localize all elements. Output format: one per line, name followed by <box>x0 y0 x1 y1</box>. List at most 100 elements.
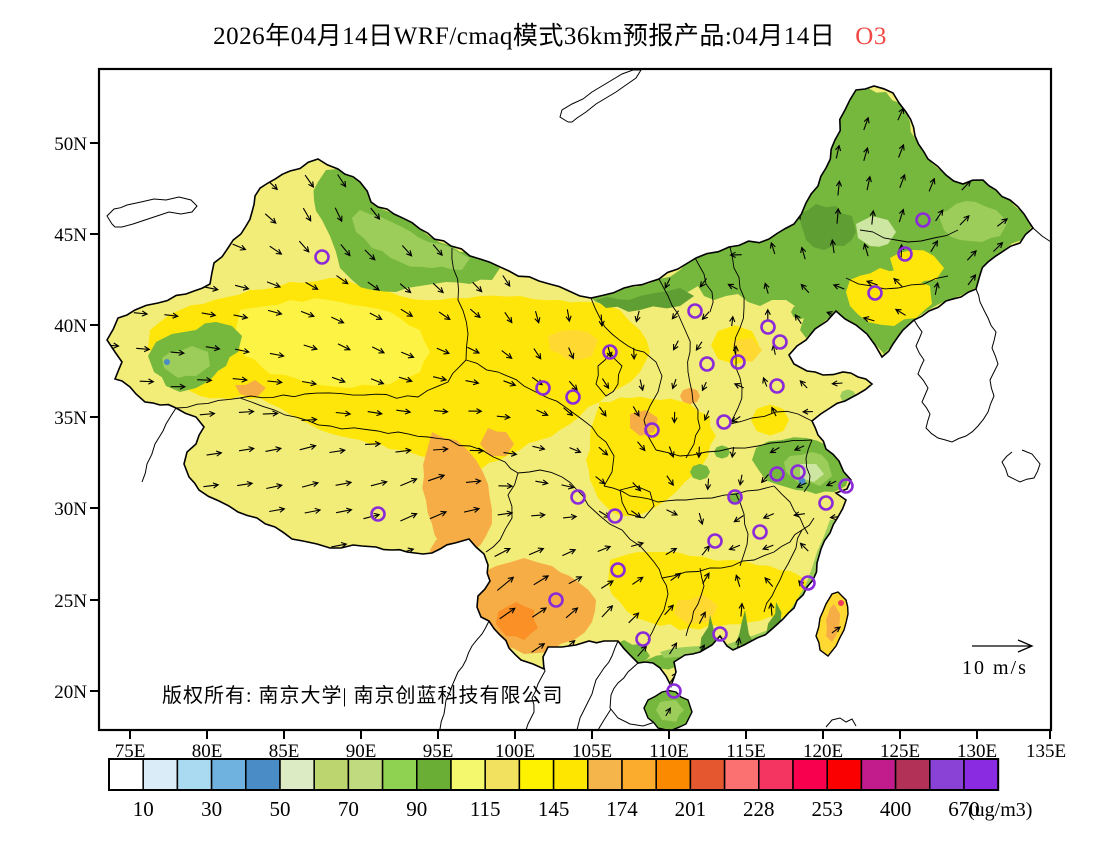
colorbar-cell <box>758 758 794 791</box>
wind-arrow <box>664 278 671 289</box>
lon-label: 120E <box>803 741 843 762</box>
wind-arrow <box>701 381 708 392</box>
city-marker <box>915 212 931 228</box>
wind-arrow <box>232 243 247 251</box>
china-border <box>106 85 1035 689</box>
wind-arrow <box>695 341 703 351</box>
wind-arrow <box>335 507 353 514</box>
wind-arrow <box>267 309 283 316</box>
colorbar-cell <box>142 758 179 791</box>
wind-arrow <box>533 348 542 360</box>
colorbar-tick-label: 70 <box>338 797 359 821</box>
wind-arrow <box>334 207 343 223</box>
wind-arrow <box>733 515 744 523</box>
wind-arrow <box>563 513 578 521</box>
wind-arrow <box>831 380 843 387</box>
wind-arrow <box>796 482 807 488</box>
wind-arrow <box>829 238 836 254</box>
wind-arrow <box>664 604 674 616</box>
coastline-outline <box>597 708 612 731</box>
wind-arrow <box>996 218 1009 227</box>
wind-arrow <box>565 309 572 323</box>
wind-arrow <box>729 446 736 459</box>
province-border <box>729 246 745 425</box>
wind-arrow <box>568 380 578 392</box>
concentration-region <box>798 204 856 250</box>
wind-arrow <box>959 215 970 226</box>
concentration-region <box>608 552 810 631</box>
wind-arrow <box>369 312 383 320</box>
concentration-region <box>751 404 789 436</box>
wind-arrow <box>305 281 319 290</box>
wind-arrow <box>793 511 805 518</box>
wind-arrow <box>503 380 517 387</box>
wind-arrow <box>698 512 705 526</box>
city-marker <box>772 334 788 350</box>
colorbar-cell <box>518 758 555 791</box>
province-border <box>803 439 813 493</box>
city-marker <box>699 356 715 372</box>
wind-arrow <box>761 544 774 551</box>
wind-arrow <box>269 352 285 359</box>
wind-arrow <box>670 572 682 582</box>
wind-arrow <box>465 379 480 386</box>
wind-arrow <box>432 282 444 294</box>
lake-dot <box>164 359 170 365</box>
wind-arrow <box>666 509 679 516</box>
wind-arrow <box>695 446 703 459</box>
concentration-region <box>235 298 430 388</box>
wind-arrow <box>337 343 351 351</box>
wind-arrow <box>301 416 318 423</box>
wind-arrow <box>771 406 777 417</box>
wind-arrow <box>899 173 906 188</box>
wind-arrow <box>935 209 944 222</box>
wind-arrow <box>630 510 642 519</box>
lon-label: 100E <box>495 741 535 762</box>
wind-scale-legend <box>972 639 1034 653</box>
colorbar-cell <box>279 758 315 791</box>
wind-arrow <box>401 245 413 257</box>
taiwan-hotspot <box>838 600 844 606</box>
wind-arrow <box>302 207 312 222</box>
wind-arrow <box>793 445 805 451</box>
wind-arrow <box>665 547 678 556</box>
wind-arrow <box>472 281 483 293</box>
wind-arrow <box>703 410 710 422</box>
lon-label: 135E <box>1026 741 1066 762</box>
wind-arrow <box>497 510 514 517</box>
colorbar-outline <box>108 758 1000 791</box>
wind-arrow <box>504 311 513 324</box>
wind-arrow <box>800 283 810 294</box>
wind-arrow <box>967 274 977 286</box>
wind-arrow <box>364 249 376 261</box>
wind-arrow <box>264 213 277 224</box>
title-pollutant: O3 <box>855 23 887 50</box>
colorbar-cell <box>313 758 350 791</box>
city-marker <box>535 380 551 396</box>
wind-arrow <box>170 349 186 356</box>
concentration-region <box>938 201 1008 242</box>
province-border <box>859 229 959 243</box>
lon-label: 130E <box>957 741 997 762</box>
wind-arrow <box>303 344 319 351</box>
wind-arrow <box>238 446 255 453</box>
wind-arrow <box>565 607 579 619</box>
province-border <box>773 485 809 535</box>
wind-scale-label: 10 m/s <box>962 657 1028 679</box>
wind-arrow <box>496 413 511 421</box>
wind-arrow <box>269 506 286 513</box>
wind-arrow <box>737 474 744 486</box>
wind-arrow <box>469 447 485 454</box>
wind-arrow <box>863 116 870 131</box>
wind-arrow <box>266 281 282 289</box>
wind-arrow <box>336 275 349 285</box>
wind-arrow <box>601 580 615 589</box>
wind-arrow <box>400 477 418 487</box>
wind-arrow <box>436 347 451 355</box>
lon-label: 90E <box>346 741 377 762</box>
wind-arrow <box>469 308 481 319</box>
colorbar-units: (ug/m3) <box>968 799 1032 821</box>
wind-arrow <box>400 512 418 522</box>
province-border <box>465 359 615 487</box>
wind-arrow <box>568 347 575 360</box>
